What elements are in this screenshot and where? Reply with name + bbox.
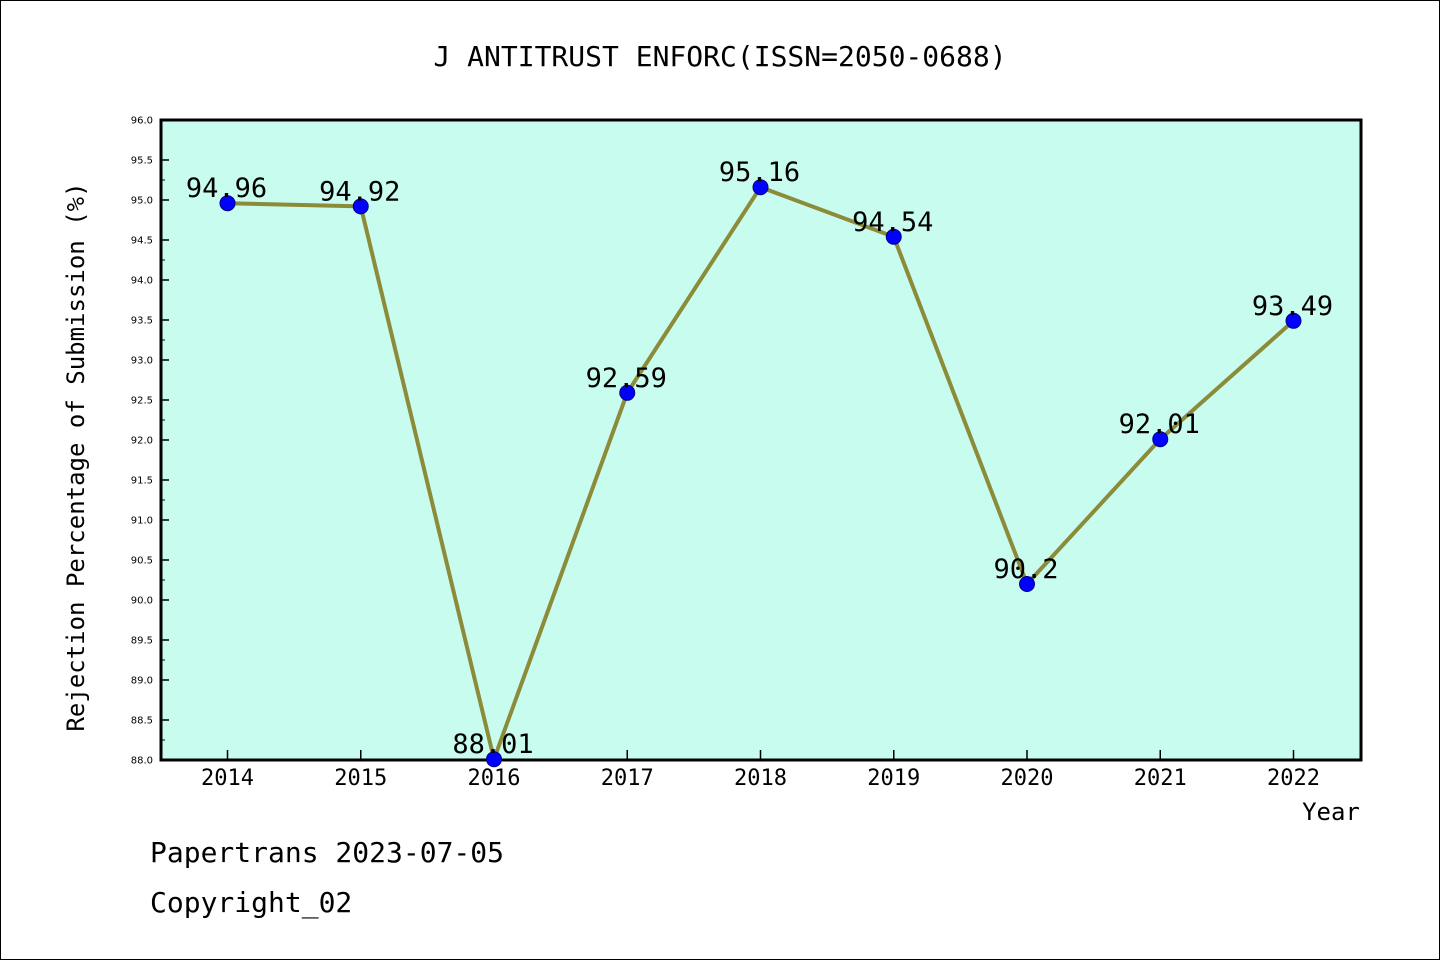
y-tick-label: 89.5 (131, 636, 153, 647)
x-tick-label: 2019 (867, 766, 920, 791)
y-tick-label: 93.0 (131, 356, 153, 367)
chart-title: J ANTITRUST ENFORC(ISSN=2050-0688) (433, 40, 1006, 73)
x-axis-label: Year (1302, 798, 1360, 826)
data-label: 92.01 (1119, 409, 1200, 440)
data-point (1152, 431, 1169, 448)
data-point (752, 179, 769, 196)
x-tick-label: 2018 (734, 766, 787, 791)
x-tick-label: 2021 (1134, 766, 1187, 791)
data-point (1285, 312, 1302, 329)
x-tick-label: 2016 (468, 766, 521, 791)
y-tick-label: 93.5 (131, 316, 153, 327)
data-point (352, 198, 369, 215)
y-tick-label: 89.0 (131, 676, 153, 687)
data-label: 94.96 (186, 173, 267, 204)
data-markers (219, 179, 1302, 768)
y-axis: 88.0 88.5 89.0 89.5 90.0 90.5 91.0 91.5 92.0 92.5… (131, 116, 169, 767)
y-tick-label: 92.0 (131, 436, 153, 447)
y-tick-label: 90.5 (131, 556, 153, 567)
y-tick-label: 95.5 (131, 156, 153, 167)
y-tick-label: 94.0 (131, 276, 153, 287)
data-point (219, 195, 236, 212)
y-tick-label: 96.0 (131, 116, 153, 127)
data-label: 94.54 (852, 207, 933, 238)
data-point (486, 751, 502, 768)
x-tick-label: 2014 (201, 766, 254, 791)
data-label: 95.16 (719, 157, 800, 188)
data-label: 94.92 (319, 176, 400, 207)
footer-date: Papertrans 2023-07-05 (150, 836, 505, 869)
data-point (619, 384, 636, 401)
data-label: 93.49 (1252, 291, 1333, 322)
y-tick-label: 88.0 (131, 756, 153, 767)
y-tick-label: 91.0 (131, 516, 153, 527)
y-tick-label: 90.0 (131, 596, 153, 607)
y-tick-label: 91.5 (131, 476, 153, 487)
data-label: 92.59 (586, 363, 667, 394)
y-tick-label: 95.0 (131, 196, 153, 207)
footer-copyright: Copyright_02 (150, 886, 353, 919)
data-point (885, 228, 902, 245)
x-tick-label: 2015 (334, 766, 387, 791)
y-axis-label: Rejection Percentage of Submission (%) (62, 182, 90, 731)
y-tick-label: 92.5 (131, 396, 153, 407)
x-tick-label: 2022 (1267, 766, 1320, 791)
data-label: 88.01 (452, 729, 533, 760)
y-tick-label: 94.5 (131, 236, 153, 247)
data-point (1019, 576, 1035, 592)
x-axis: 2014 2015 2016 2017 2018 2019 2020 2021 2022 (201, 750, 1320, 791)
y-tick-label: 88.5 (131, 716, 153, 727)
x-tick-label: 2017 (601, 766, 654, 791)
data-labels: 94.96 94.92 88.01 92.59 95.16 94.54 90.2 92.01 9… (186, 157, 1333, 760)
data-label: 90.2 (993, 554, 1058, 585)
x-tick-label: 2020 (1001, 766, 1054, 791)
